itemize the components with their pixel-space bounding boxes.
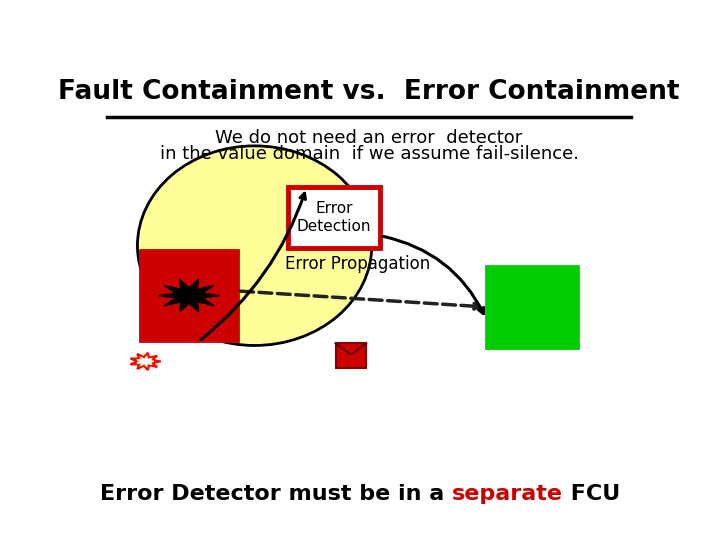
- Text: We do not need an error  detector: We do not need an error detector: [215, 129, 523, 146]
- Text: in the value domain  if we assume fail-silence.: in the value domain if we assume fail-si…: [160, 145, 578, 163]
- Text: separate: separate: [452, 484, 563, 504]
- Polygon shape: [158, 279, 220, 312]
- Text: Error Propagation: Error Propagation: [285, 254, 431, 273]
- Text: FCU: FCU: [563, 484, 620, 504]
- Bar: [486, 266, 578, 348]
- Ellipse shape: [138, 146, 372, 346]
- Text: Error Detector must be in a: Error Detector must be in a: [100, 484, 452, 504]
- Bar: [140, 250, 238, 341]
- Text: Error
Detection: Error Detection: [297, 201, 372, 234]
- Bar: [336, 343, 366, 368]
- Bar: [288, 187, 380, 248]
- Polygon shape: [137, 357, 153, 366]
- Text: Fault Containment vs.  Error Containment: Fault Containment vs. Error Containment: [58, 79, 680, 105]
- Polygon shape: [130, 353, 161, 370]
